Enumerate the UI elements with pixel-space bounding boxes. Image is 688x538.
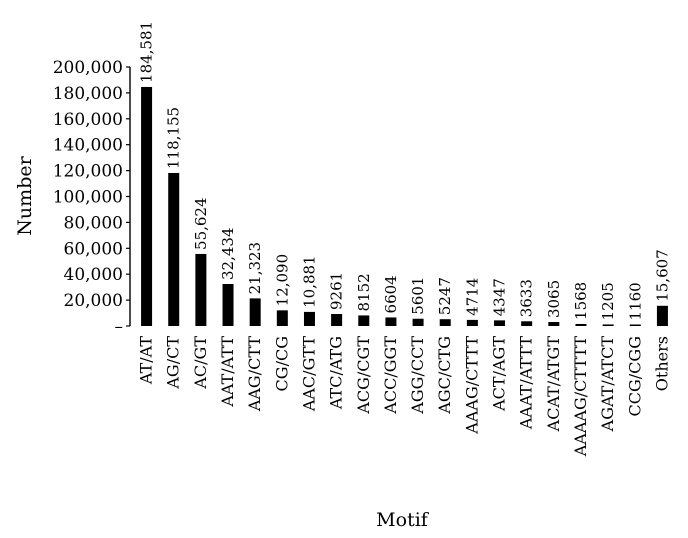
bar — [548, 322, 560, 326]
bar — [195, 253, 207, 326]
category-label: ACT/AGT — [490, 336, 509, 412]
category-label: CCG/CGG — [625, 336, 644, 416]
value-label: 184,581 — [138, 21, 156, 83]
category-label: ACG/CGT — [354, 336, 373, 415]
category-label: AAC/GTT — [299, 336, 318, 412]
bar — [276, 310, 288, 326]
bar — [412, 318, 424, 326]
y-tick-label: 120,000 — [53, 162, 123, 182]
value-label: 55,624 — [192, 197, 210, 250]
category-label: AG/CT — [164, 336, 183, 390]
bar — [521, 321, 533, 326]
bar — [439, 319, 451, 326]
labels-layer: 184,581 AT/AT 118,155 AG/CT 55,624 AC/GT 32,43… — [137, 21, 672, 457]
y-tick-label: 100,000 — [53, 188, 123, 208]
value-label: 21,323 — [246, 242, 264, 295]
category-label: AAT/ATT — [218, 336, 237, 408]
y-axis-title: Number — [14, 155, 36, 235]
bar — [385, 317, 397, 326]
value-label: 3065 — [545, 280, 563, 318]
value-label: 9261 — [328, 272, 346, 310]
category-label: AC/GT — [191, 336, 210, 390]
value-label: 32,434 — [219, 227, 237, 280]
value-label: 15,607 — [653, 249, 671, 302]
category-label: CG/CG — [272, 336, 291, 391]
bar — [656, 305, 668, 326]
bar — [466, 319, 478, 326]
value-label: 118,155 — [165, 107, 183, 169]
bar — [222, 283, 234, 326]
value-label: 1568 — [572, 282, 590, 320]
bar — [303, 311, 315, 326]
bar — [141, 86, 153, 326]
y-tick-label: 180,000 — [53, 84, 123, 104]
y-tick-label: 40,000 — [64, 265, 123, 285]
y-tick-label: 140,000 — [53, 136, 123, 156]
value-label: 4714 — [463, 278, 481, 316]
category-label: AAAT/ATTT — [517, 336, 536, 430]
value-label: 8152 — [355, 273, 373, 311]
y-tick-label: 80,000 — [64, 213, 123, 233]
y-tick-label: 60,000 — [64, 239, 123, 259]
bar — [249, 298, 261, 326]
value-label: 1205 — [599, 282, 617, 320]
category-label: AGAT/ATCT — [598, 336, 617, 433]
category-label: AGC/CTG — [435, 336, 454, 415]
category-label: AAG/CTT — [245, 336, 264, 412]
bar — [575, 323, 587, 326]
value-label: 12,090 — [273, 254, 291, 307]
category-label: Others — [652, 336, 671, 391]
axes-layer: 200,000 180,000 160,000 140,000 120,000 100,0… — [53, 58, 131, 337]
category-label: ACAT/ATGT — [544, 336, 563, 433]
value-label: 5247 — [436, 277, 454, 315]
value-label: 5601 — [409, 277, 427, 315]
value-label: 3633 — [518, 279, 536, 317]
category-label: AAAG/CTTT — [462, 336, 481, 435]
x-axis-title: Motif — [376, 509, 430, 531]
value-label: 6604 — [382, 275, 400, 313]
category-label: AT/AT — [137, 336, 156, 385]
bar — [358, 315, 370, 326]
bar — [629, 324, 641, 326]
bar — [494, 320, 506, 326]
category-label: AAAAG/CTTTT — [571, 336, 590, 458]
bar — [331, 314, 343, 326]
bar — [168, 172, 180, 326]
bars-layer — [141, 86, 668, 326]
value-label: 1160 — [626, 282, 644, 320]
value-label: 10,881 — [300, 255, 318, 308]
y-tick-label: 20,000 — [64, 291, 123, 311]
bar — [602, 324, 614, 326]
category-label: AGG/CCT — [408, 336, 427, 415]
value-label: 4347 — [491, 278, 509, 316]
y-tick-label: 200,000 — [53, 58, 123, 78]
y-tick-label: – — [115, 317, 124, 337]
category-label: ATC/ATG — [327, 336, 346, 410]
y-tick-label: 160,000 — [53, 110, 123, 130]
category-label: ACC/GGT — [381, 336, 400, 415]
